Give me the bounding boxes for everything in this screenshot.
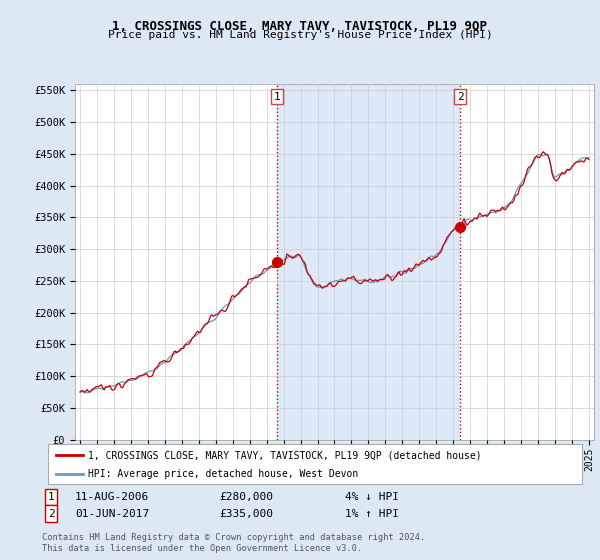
Text: 1: 1 <box>47 492 55 502</box>
Text: 1% ↑ HPI: 1% ↑ HPI <box>345 508 399 519</box>
Text: 2: 2 <box>47 508 55 519</box>
Text: 11-AUG-2006: 11-AUG-2006 <box>75 492 149 502</box>
Text: 1, CROSSINGS CLOSE, MARY TAVY, TAVISTOCK, PL19 9QP (detached house): 1, CROSSINGS CLOSE, MARY TAVY, TAVISTOCK… <box>88 450 482 460</box>
Bar <box>277 84 460 440</box>
Text: £280,000: £280,000 <box>219 492 273 502</box>
Text: Contains HM Land Registry data © Crown copyright and database right 2024.
This d: Contains HM Land Registry data © Crown c… <box>42 533 425 553</box>
Text: 1: 1 <box>274 92 280 101</box>
Text: 01-JUN-2017: 01-JUN-2017 <box>75 508 149 519</box>
Text: £335,000: £335,000 <box>219 508 273 519</box>
Text: 4% ↓ HPI: 4% ↓ HPI <box>345 492 399 502</box>
Text: Price paid vs. HM Land Registry's House Price Index (HPI): Price paid vs. HM Land Registry's House … <box>107 30 493 40</box>
Text: 2: 2 <box>457 92 463 101</box>
Text: 1, CROSSINGS CLOSE, MARY TAVY, TAVISTOCK, PL19 9QP: 1, CROSSINGS CLOSE, MARY TAVY, TAVISTOCK… <box>113 20 487 32</box>
Text: HPI: Average price, detached house, West Devon: HPI: Average price, detached house, West… <box>88 469 358 479</box>
